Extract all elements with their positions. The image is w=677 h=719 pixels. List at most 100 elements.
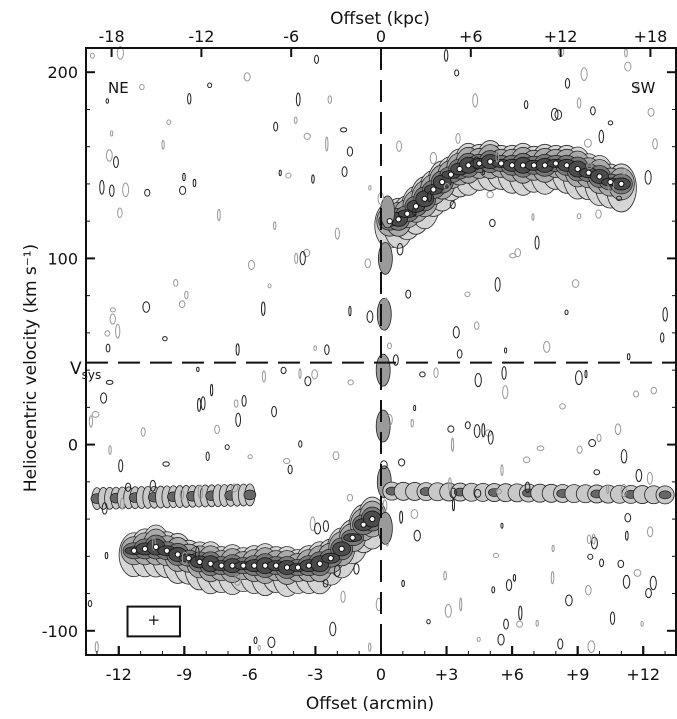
noise-speck [449, 487, 457, 499]
noise-speck [593, 469, 601, 476]
noise-speck [314, 54, 320, 64]
noise-speck [109, 313, 116, 325]
noise-speck [384, 297, 389, 312]
axis-ticks: -12 -9 -6 -3 0 +3 +6 +9 +12 -18 -12 -6 0 +6 +12 +18 200 1… [42, 27, 676, 684]
noise-speck [516, 620, 524, 628]
noise-speck [500, 464, 504, 477]
rotation-curve-point [386, 218, 393, 225]
noise-speck [385, 532, 390, 547]
noise-speck [522, 456, 531, 464]
rotation-curve-point [509, 162, 516, 169]
noise-speck [294, 252, 299, 265]
rotation-curve-point [618, 180, 625, 188]
noise-speck [224, 444, 230, 450]
noise-speck [473, 321, 480, 330]
noise-speck [144, 188, 151, 197]
noise-speck [179, 489, 185, 500]
ne-label: NE [108, 79, 129, 97]
noise-speck [576, 445, 583, 454]
noise-speck [587, 553, 594, 560]
noise-speck [205, 451, 210, 462]
noise-speck [635, 84, 640, 91]
rotation-curve-point [130, 547, 138, 554]
noise-speck [620, 449, 628, 464]
noise-speck [303, 248, 311, 258]
noise-speck [341, 166, 348, 177]
foreground-hi-core [243, 489, 257, 501]
noise-speck [332, 451, 340, 461]
noise-speck [396, 242, 404, 256]
noise-speck [334, 227, 340, 240]
noise-speck [88, 415, 94, 428]
noise-speck [309, 516, 316, 532]
noise-speck [298, 368, 302, 379]
noise-speck [139, 83, 145, 91]
noise-speck [303, 132, 311, 140]
noise-speck [142, 301, 151, 313]
noise-speck [456, 349, 463, 359]
noise-speck [523, 100, 529, 110]
noise-speck [606, 484, 610, 495]
x2-tick-label: +12 [544, 27, 578, 46]
noise-speck [304, 376, 312, 387]
noise-speck [152, 536, 156, 551]
rotation-curve-point [412, 203, 420, 210]
noise-speck [451, 498, 456, 512]
rotation-curve-point [163, 547, 170, 554]
noise-speck [149, 479, 157, 492]
noise-speck [575, 370, 583, 386]
noise-speck [454, 69, 460, 77]
noise-speck [368, 185, 372, 191]
x-tick-label: +6 [500, 665, 524, 684]
noise-speck [207, 82, 213, 89]
noise-speck [314, 522, 322, 535]
noise-speck [91, 410, 100, 418]
noise-speck [241, 394, 247, 407]
rotation-curve-point [395, 216, 402, 223]
noise-speck [504, 347, 508, 354]
noise-speck [473, 424, 481, 438]
noise-speck [551, 544, 555, 553]
noise-speck [405, 289, 412, 299]
noise-speck [179, 185, 187, 195]
noise-speck [313, 345, 318, 352]
noise-speck [280, 366, 287, 375]
rotation-curve-point [152, 543, 160, 551]
noise-speck [116, 46, 124, 60]
noise-speck [474, 373, 482, 388]
noise-speck [348, 305, 352, 317]
noise-speck [298, 440, 303, 448]
noise-speck [625, 530, 629, 541]
rotation-curve-point [439, 178, 446, 186]
noise-speck [233, 399, 239, 408]
noise-speck [113, 156, 119, 169]
noise-speck [327, 95, 333, 104]
noise-speck [640, 621, 644, 627]
vsys-label: Vsys [70, 359, 101, 382]
rotation-curve-point [519, 162, 527, 169]
rotation-curve-point [174, 551, 181, 558]
noise-speck [217, 208, 221, 222]
noise-speck [429, 151, 438, 165]
noise-speck [396, 140, 403, 152]
noise-speck [235, 412, 242, 427]
noise-speck [311, 369, 319, 380]
noise-speck [267, 283, 272, 289]
noise-speck [646, 471, 653, 485]
noise-speck [464, 291, 471, 298]
x-tick-label: -3 [307, 665, 323, 684]
rotation-curve-point [229, 562, 236, 569]
noise-speck [166, 119, 172, 125]
rotation-curve-point [262, 562, 269, 569]
rotation-curve-point [251, 562, 258, 569]
noise-speck [99, 179, 105, 195]
x2-tick-label: +6 [459, 27, 483, 46]
noise-speck [474, 488, 482, 498]
noise-speck [501, 366, 507, 380]
noise-speck [620, 483, 627, 498]
noise-speck [449, 200, 456, 210]
noise-speck [346, 493, 354, 502]
noise-speck [476, 636, 481, 642]
noise-speck [633, 569, 642, 577]
noise-speck [557, 638, 564, 650]
